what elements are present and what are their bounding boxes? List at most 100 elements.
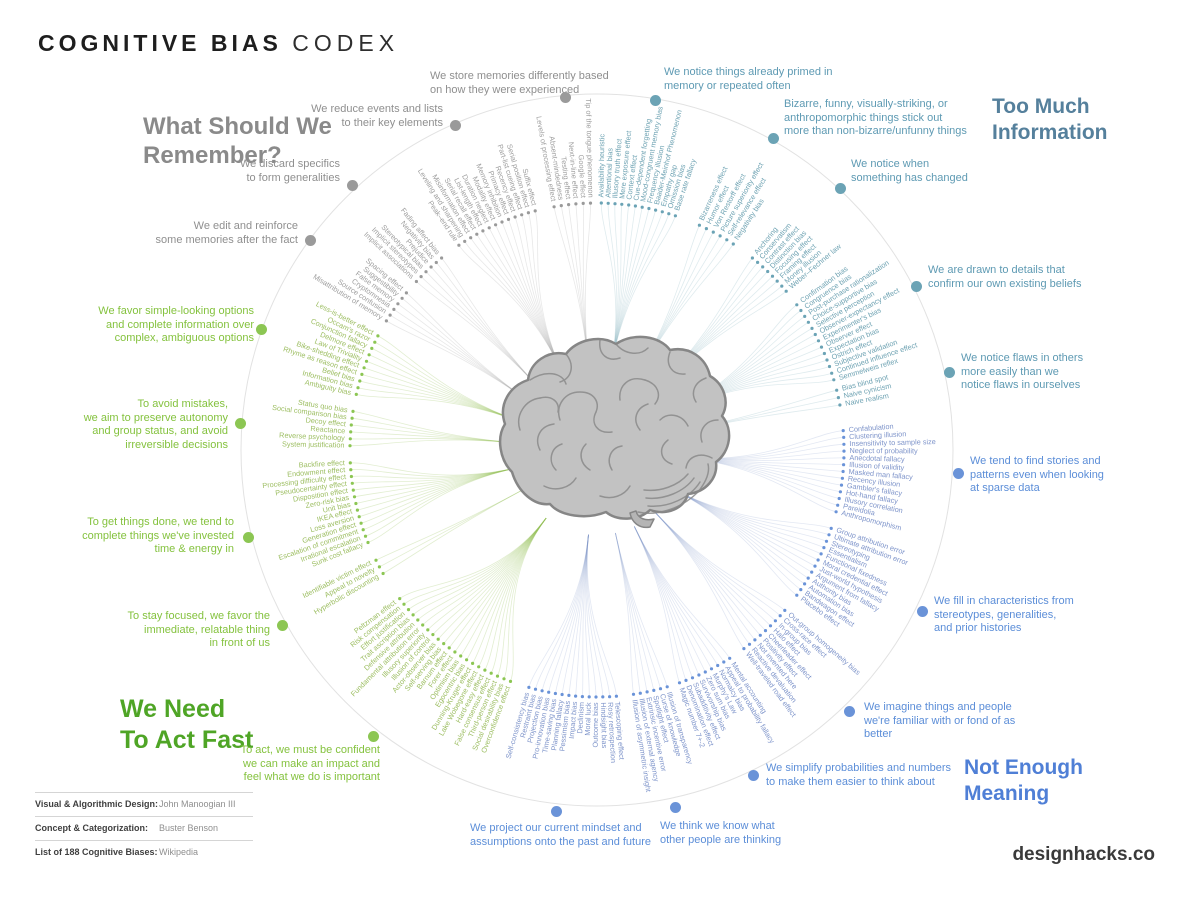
- bias-dot: [376, 334, 380, 338]
- branch-curve: [633, 526, 693, 678]
- credit-value: Wikipedia: [159, 847, 199, 857]
- branch-curve: [476, 234, 563, 373]
- branch-curve: [368, 354, 518, 421]
- branch-curve: [633, 526, 700, 676]
- category-annotation-line: better: [864, 728, 893, 740]
- bias-dot: [350, 481, 354, 485]
- category-ring-dot: [255, 323, 267, 335]
- category-annotation: We notice things already primed in memory…: [664, 66, 899, 93]
- bias-dot: [356, 386, 360, 390]
- bias-dot: [747, 642, 752, 646]
- category-annotation: Bizarre, funny, visually-striking, or ant…: [784, 98, 1034, 139]
- branch-curve: [535, 534, 589, 690]
- category-annotation-line: We tend to find stories and: [970, 455, 1101, 467]
- category-annotation-line: We discard specifics: [239, 158, 340, 170]
- category-annotation-line: some memories after the fact: [155, 233, 298, 246]
- bias-dot: [494, 223, 498, 227]
- bias-dot: [506, 217, 511, 221]
- category-annotation: To get things done, we tend to complete t…: [14, 516, 234, 557]
- bias-dot: [475, 232, 479, 236]
- bias-dot: [836, 396, 841, 400]
- bias-dot: [581, 201, 585, 205]
- bias-dot: [778, 614, 782, 618]
- bias-dot: [806, 576, 810, 580]
- category-ring-dot: [449, 119, 461, 131]
- bias-dot: [587, 695, 591, 699]
- bias-dot: [841, 469, 845, 474]
- bias-dot: [658, 687, 663, 691]
- branch-curve: [397, 303, 529, 401]
- branch-curve: [454, 517, 547, 653]
- bias-dot: [360, 372, 364, 376]
- category-annotation-line: to form generalities: [246, 171, 340, 184]
- branch-curve: [672, 488, 827, 542]
- branch-curve: [359, 468, 515, 518]
- credit-row: List of 188 Cognitive Biases: Wikipedia: [35, 840, 253, 864]
- category-annotation-line: we can make an impact and: [243, 757, 380, 770]
- bias-dot: [527, 685, 531, 690]
- branch-curve: [584, 534, 590, 697]
- bias-dot: [813, 564, 817, 568]
- branch-curve: [357, 387, 518, 421]
- branch-curve: [389, 314, 529, 401]
- branch-curve: [464, 241, 563, 373]
- branch-curve: [366, 360, 518, 421]
- branch-curve: [399, 517, 547, 599]
- bias-dot: [392, 307, 396, 311]
- branch-curve: [615, 532, 655, 691]
- branch-curve: [611, 204, 630, 367]
- bias-dot: [830, 371, 834, 375]
- category-annotation-line: To act, we must be confident: [240, 744, 380, 756]
- branch-curve: [633, 526, 680, 683]
- branch-curve: [654, 511, 756, 641]
- bias-dot: [780, 284, 784, 288]
- branch-curve: [365, 468, 515, 537]
- bias-dot: [540, 689, 544, 693]
- branch-curve: [611, 203, 619, 367]
- branch-curve: [672, 488, 822, 555]
- bias-dot: [520, 213, 524, 217]
- page-title: COGNITIVE BIAS CODEX: [38, 30, 399, 57]
- bias-dot: [348, 444, 352, 448]
- branch-curve: [478, 517, 547, 667]
- branch-curve: [528, 534, 589, 688]
- branch-curve: [633, 526, 725, 663]
- category-annotation: We notice flaws in others more easily tha…: [961, 352, 1161, 393]
- bias-dot: [822, 351, 827, 356]
- bias-label: Tip of the tongue phenomenon: [584, 98, 596, 197]
- bias-dot: [381, 571, 385, 576]
- bias-dot: [481, 229, 485, 233]
- branch-curve: [582, 534, 589, 697]
- branch-curve: [406, 292, 529, 401]
- quadrant-title-line: What Should We: [143, 113, 332, 140]
- branch-curve: [672, 488, 819, 561]
- category-annotation-line: We reduce events and lists: [311, 103, 443, 115]
- bias-dot: [477, 665, 481, 669]
- category-annotation-line: at sparse data: [970, 482, 1040, 494]
- branch-curve: [654, 511, 786, 611]
- credits-table: Visual & Algorithmic Design: John Manoog…: [35, 792, 253, 864]
- branch-curve: [654, 511, 766, 631]
- branch-curve: [437, 517, 547, 640]
- bias-dot: [419, 275, 423, 279]
- branch-curve: [672, 488, 805, 585]
- bias-dot: [614, 694, 619, 698]
- branch-curve: [393, 309, 529, 401]
- bias-dot: [756, 260, 760, 264]
- branch-curve: [508, 219, 563, 373]
- bias-dot: [560, 692, 564, 697]
- bias-dot: [457, 243, 461, 247]
- bias-dot: [489, 671, 493, 675]
- category-ring-dot: [952, 467, 964, 479]
- bias-dot: [559, 204, 563, 208]
- branch-curve: [427, 517, 547, 631]
- bias-label: Availability heuristic: [596, 134, 606, 198]
- bias-dot: [465, 658, 469, 662]
- bias-dot: [838, 490, 843, 494]
- bias-dot: [822, 546, 826, 550]
- bias-label: System justification: [282, 439, 345, 449]
- quadrant-title-line: Not Enough: [964, 756, 1083, 779]
- bias-dot: [442, 642, 446, 646]
- bias-dot: [816, 558, 820, 562]
